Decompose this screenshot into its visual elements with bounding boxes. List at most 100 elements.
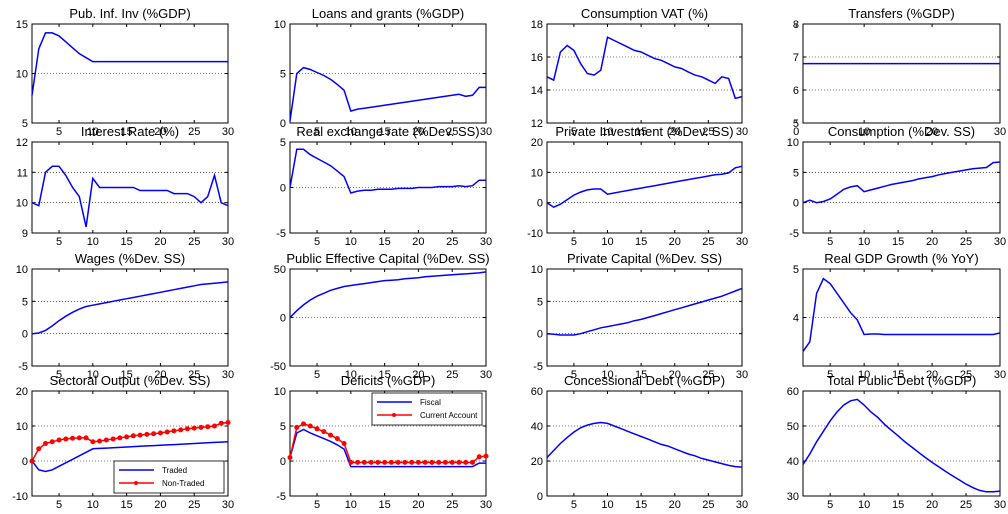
chart-title: Private Investment (%Dev. SS) bbox=[555, 124, 733, 139]
y-tick-label: 0 bbox=[793, 198, 799, 210]
series-line bbox=[31, 281, 229, 335]
x-tick-label: 0 bbox=[793, 126, 799, 138]
series-marker bbox=[211, 423, 217, 429]
series-marker bbox=[117, 435, 123, 441]
x-tick-label: 30 bbox=[736, 236, 748, 248]
x-tick-label: 20 bbox=[669, 499, 681, 511]
series-marker bbox=[43, 441, 49, 446]
series-marker bbox=[144, 431, 150, 437]
plot-area bbox=[289, 268, 487, 367]
x-tick-label: 25 bbox=[188, 126, 200, 138]
chart-title: Consumption (%Dev. SS) bbox=[828, 124, 975, 139]
series-line bbox=[546, 165, 743, 209]
x-tick-label: 20 bbox=[669, 369, 681, 381]
x-tick-label: 30 bbox=[994, 126, 1006, 138]
series-marker bbox=[321, 429, 327, 435]
x-tick-label: 15 bbox=[120, 236, 132, 248]
y-tick-label: -5 bbox=[533, 361, 543, 373]
x-tick-label: 25 bbox=[960, 369, 972, 381]
y-tick-label: 10 bbox=[531, 264, 543, 276]
x-tick-label: 20 bbox=[412, 126, 424, 138]
series-line bbox=[31, 165, 229, 228]
x-tick-label: 15 bbox=[378, 499, 390, 511]
chart-panel: Concessional Debt (%GDP) 0 20 40 60 5 10 15 20 25… bbox=[531, 373, 748, 511]
series-line bbox=[802, 277, 1001, 352]
series-marker bbox=[361, 459, 367, 465]
series-line bbox=[546, 287, 743, 336]
y-tick-label: -10 bbox=[527, 228, 543, 240]
series-marker bbox=[328, 432, 334, 438]
series-marker bbox=[110, 436, 116, 442]
chart-title: Real GDP Growth (% YoY) bbox=[824, 251, 978, 266]
series-marker bbox=[157, 430, 163, 436]
x-tick-label: 5 bbox=[571, 499, 577, 511]
series-line bbox=[289, 428, 486, 468]
series-marker bbox=[218, 420, 224, 426]
y-tick-label: 16 bbox=[531, 52, 543, 64]
series-marker bbox=[395, 459, 401, 465]
x-tick-label: 25 bbox=[702, 236, 714, 248]
series-marker bbox=[476, 454, 482, 460]
x-tick-label: 20 bbox=[154, 369, 166, 381]
series-marker bbox=[103, 437, 109, 443]
x-tick-label: 15 bbox=[635, 236, 647, 248]
chart-title: Interest Rate (%) bbox=[81, 124, 179, 139]
x-tick-label: 20 bbox=[412, 499, 424, 511]
chart-panel: Real exchange rate (%Dev. SS) -5 0 5 5 10 15 20… bbox=[276, 124, 492, 248]
x-tick-label: 10 bbox=[601, 236, 613, 248]
x-tick-label: 20 bbox=[926, 236, 938, 248]
x-tick-label: 10 bbox=[87, 499, 99, 511]
y-tick-label: 5 bbox=[22, 296, 28, 308]
x-tick-label: 25 bbox=[960, 236, 972, 248]
x-tick-label: 30 bbox=[994, 499, 1006, 511]
y-tick-label: 10 bbox=[274, 386, 286, 398]
y-tick-label: 5 bbox=[793, 118, 799, 130]
series-marker bbox=[151, 431, 157, 437]
y-tick-label: -5 bbox=[276, 491, 286, 503]
x-tick-label: 5 bbox=[571, 236, 577, 248]
series-marker bbox=[205, 424, 211, 430]
x-tick-label: 5 bbox=[827, 499, 833, 511]
y-tick-label: -5 bbox=[276, 228, 286, 240]
x-tick-label: 30 bbox=[480, 126, 492, 138]
legend-label: Current Account bbox=[420, 411, 478, 420]
x-tick-label: 20 bbox=[669, 126, 681, 138]
y-tick-label: 50 bbox=[274, 264, 286, 276]
x-tick-label: 10 bbox=[87, 236, 99, 248]
x-tick-label: 30 bbox=[222, 236, 234, 248]
plot-area bbox=[802, 141, 1001, 234]
y-tick-label: 30 bbox=[787, 491, 799, 503]
x-tick-label: 20 bbox=[926, 126, 938, 138]
series-marker bbox=[429, 459, 435, 465]
x-tick-label: 25 bbox=[446, 236, 458, 248]
plot-area bbox=[546, 23, 743, 124]
y-tick-label: 60 bbox=[787, 386, 799, 398]
series-marker bbox=[314, 426, 320, 432]
series-marker bbox=[49, 439, 55, 445]
x-tick-label: 15 bbox=[635, 126, 647, 138]
plot-area bbox=[802, 390, 1001, 497]
y-tick-label: 4 bbox=[793, 313, 799, 325]
plot-area bbox=[289, 141, 487, 234]
series-marker bbox=[137, 432, 143, 438]
series-marker bbox=[368, 459, 374, 465]
x-tick-label: 20 bbox=[926, 369, 938, 381]
x-tick-label: 25 bbox=[702, 499, 714, 511]
legend-box bbox=[371, 392, 483, 426]
x-tick-label: 5 bbox=[56, 126, 62, 138]
series-marker bbox=[483, 453, 489, 459]
chart-title: Wages (%Dev. SS) bbox=[75, 251, 186, 266]
series-marker bbox=[164, 429, 170, 435]
chart-title: Public Effective Capital (%Dev. SS) bbox=[286, 251, 489, 266]
series-marker bbox=[382, 459, 388, 465]
chart-panel: Consumption VAT (%) 12 14 16 18 5 10 15 20 25 30 bbox=[531, 6, 748, 138]
x-tick-label: 5 bbox=[827, 369, 833, 381]
x-tick-label: 30 bbox=[736, 369, 748, 381]
plot-area bbox=[289, 23, 487, 124]
y-tick-label: 0 bbox=[537, 491, 543, 503]
x-tick-label: 10 bbox=[87, 126, 99, 138]
series-line bbox=[289, 271, 487, 319]
series-marker bbox=[442, 459, 448, 465]
x-tick-label: 20 bbox=[154, 126, 166, 138]
y-tick-label: -50 bbox=[270, 361, 286, 373]
